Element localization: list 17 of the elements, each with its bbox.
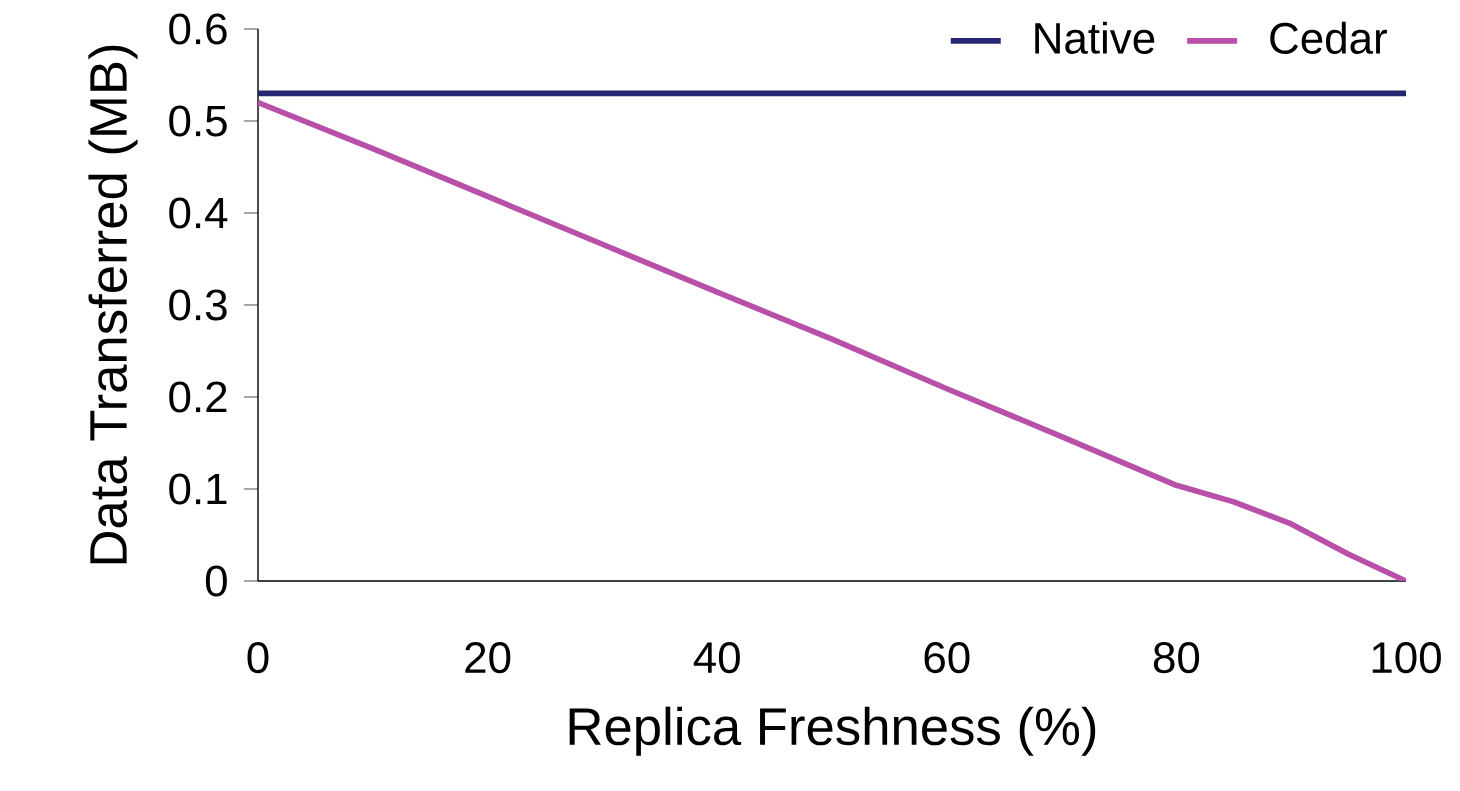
y-tick-label: 0 bbox=[205, 565, 227, 597]
y-tick-label: 0.1 bbox=[169, 473, 227, 505]
y-tick-label: 0.4 bbox=[169, 197, 228, 229]
x-tick-label: 40 bbox=[693, 642, 740, 674]
y-tick-label: 0.2 bbox=[169, 381, 227, 413]
x-axis-title: Replica Freshness (%) bbox=[569, 706, 1096, 756]
x-tick-label: 80 bbox=[1153, 642, 1200, 674]
legend-label: Cedar bbox=[1270, 21, 1387, 54]
x-tick-label: 0 bbox=[247, 642, 269, 674]
y-axis-title: Data Transferred (MB) bbox=[88, 45, 138, 564]
x-tick-label: 20 bbox=[465, 642, 511, 674]
x-tick-label: 60 bbox=[924, 642, 970, 674]
x-tick-label: 100 bbox=[1372, 642, 1441, 674]
legend-label: Native bbox=[1035, 21, 1155, 54]
y-tick-label: 0.3 bbox=[169, 289, 227, 321]
y-tick-label: 0.5 bbox=[169, 105, 227, 137]
y-tick-label: 0.6 bbox=[169, 13, 227, 45]
